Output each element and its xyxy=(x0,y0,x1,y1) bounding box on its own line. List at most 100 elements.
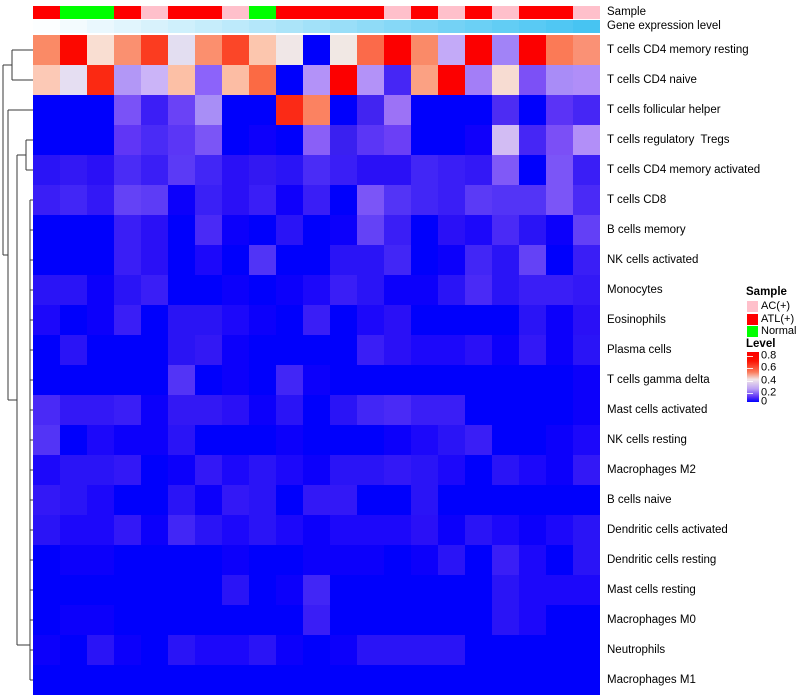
heatmap-cell xyxy=(249,365,276,395)
heatmap-cell xyxy=(330,155,357,185)
legend-tick-label: 0.2 xyxy=(761,386,777,399)
heatmap-cell xyxy=(357,125,384,155)
heatmap-cell xyxy=(195,215,222,245)
gene-expression-cell xyxy=(33,20,60,33)
heatmap-cell xyxy=(546,575,573,605)
row-label: Mast cells resting xyxy=(607,584,696,596)
gene-expression-cell xyxy=(573,20,600,33)
heatmap-cell xyxy=(276,155,303,185)
heatmap-cell xyxy=(330,215,357,245)
heatmap-cell xyxy=(303,65,330,95)
heatmap-cell xyxy=(168,125,195,155)
heatmap-cell xyxy=(60,155,87,185)
heatmap-cell xyxy=(114,335,141,365)
heatmap-cell xyxy=(141,35,168,65)
heatmap-cell xyxy=(195,515,222,545)
heatmap-cell xyxy=(60,365,87,395)
heatmap-cell xyxy=(357,395,384,425)
heatmap-cell xyxy=(411,215,438,245)
legend-swatch xyxy=(747,326,758,337)
heatmap-cell xyxy=(33,245,60,275)
heatmap-cell xyxy=(222,665,249,695)
legend-tick-dash xyxy=(747,368,753,369)
heatmap-cell xyxy=(303,485,330,515)
gene-expression-cell xyxy=(141,20,168,33)
heatmap-cell xyxy=(573,95,600,125)
heatmap-cell xyxy=(384,545,411,575)
heatmap-cell xyxy=(195,35,222,65)
heatmap-cell xyxy=(141,515,168,545)
legend-tick-dash xyxy=(747,393,753,394)
heatmap-cell xyxy=(546,155,573,185)
heatmap-cell xyxy=(546,665,573,695)
heatmap-cell xyxy=(141,545,168,575)
heatmap-cell xyxy=(33,215,60,245)
heatmap-cell xyxy=(438,215,465,245)
heatmap-cell xyxy=(546,275,573,305)
heatmap-cell xyxy=(195,305,222,335)
heatmap-cell xyxy=(249,455,276,485)
heatmap-cell xyxy=(168,455,195,485)
heatmap-cell xyxy=(276,365,303,395)
heatmap-cell xyxy=(357,95,384,125)
heatmap-cell xyxy=(573,485,600,515)
heatmap-cell xyxy=(519,545,546,575)
heatmap-cell xyxy=(492,305,519,335)
heatmap-cell xyxy=(33,155,60,185)
heatmap-cell xyxy=(411,395,438,425)
heatmap-cell xyxy=(330,425,357,455)
heatmap-cell xyxy=(60,35,87,65)
heatmap-cell xyxy=(573,605,600,635)
heatmap-cell xyxy=(438,485,465,515)
heatmap-cell xyxy=(519,665,546,695)
legend-swatch xyxy=(747,313,758,325)
legend-sample-title: Sample xyxy=(746,286,787,298)
heatmap-cell xyxy=(357,245,384,275)
heatmap-cell xyxy=(114,95,141,125)
heatmap-cell xyxy=(492,185,519,215)
sample-annotation-cell xyxy=(87,6,114,19)
heatmap-cell xyxy=(141,95,168,125)
heatmap-cell xyxy=(168,275,195,305)
heatmap-cell xyxy=(546,245,573,275)
heatmap-cell xyxy=(438,575,465,605)
heatmap-cell xyxy=(384,665,411,695)
row-label: T cells follicular helper xyxy=(607,104,721,116)
heatmap-cell xyxy=(249,275,276,305)
heatmap-cell xyxy=(141,185,168,215)
heatmap-cell xyxy=(330,65,357,95)
heatmap-cell xyxy=(303,245,330,275)
heatmap-cell xyxy=(249,485,276,515)
heatmap-cell xyxy=(438,35,465,65)
heatmap-cell xyxy=(438,605,465,635)
heatmap-cell xyxy=(411,275,438,305)
heatmap-cell xyxy=(303,365,330,395)
heatmap-cell xyxy=(573,65,600,95)
heatmap-cell xyxy=(33,395,60,425)
heatmap-cell xyxy=(276,185,303,215)
heatmap-cell xyxy=(303,425,330,455)
heatmap-cell xyxy=(33,545,60,575)
heatmap-cell xyxy=(546,185,573,215)
heatmap-cell xyxy=(438,335,465,365)
gene-expression-cell xyxy=(411,20,438,33)
heatmap-cell xyxy=(141,605,168,635)
sample-annotation-cell xyxy=(303,6,330,19)
heatmap-cell xyxy=(168,605,195,635)
heatmap-cell xyxy=(357,35,384,65)
heatmap-cell xyxy=(330,275,357,305)
gene-expression-cell xyxy=(195,20,222,33)
heatmap-cell xyxy=(465,95,492,125)
heatmap-cell xyxy=(330,305,357,335)
row-label: Mast cells activated xyxy=(607,404,708,416)
legend-tick-dash xyxy=(747,355,753,357)
sample-annotation-cell xyxy=(141,6,168,19)
sample-annotation-cell xyxy=(276,6,303,19)
legend-level-colorbar xyxy=(747,352,759,402)
heatmap-cell xyxy=(249,515,276,545)
heatmap-cell xyxy=(438,245,465,275)
heatmap-cell xyxy=(411,305,438,335)
heatmap-cell xyxy=(411,95,438,125)
heatmap-cell xyxy=(330,95,357,125)
heatmap-cell xyxy=(438,305,465,335)
